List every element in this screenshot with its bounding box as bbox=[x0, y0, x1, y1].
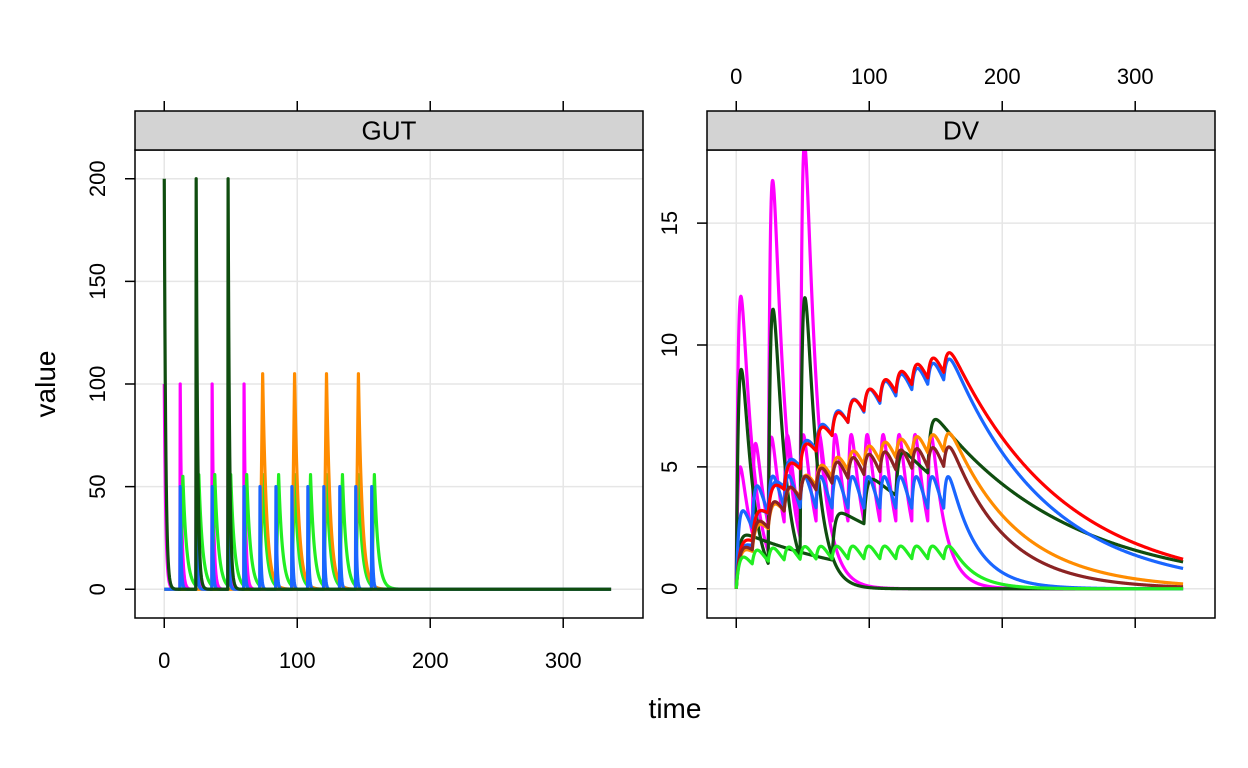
strip-label: GUT bbox=[362, 116, 417, 146]
strip-background bbox=[134, 110, 644, 151]
y-tick-label: 100 bbox=[85, 366, 110, 403]
x-axis-label: time bbox=[649, 693, 702, 724]
series-line bbox=[734, 544, 1185, 591]
y-tick-label: 200 bbox=[85, 160, 110, 197]
x-tick-label: 100 bbox=[851, 64, 888, 89]
x-tick-label: 200 bbox=[984, 64, 1021, 89]
y-axis-label: value bbox=[30, 351, 61, 418]
series-group bbox=[734, 150, 1185, 591]
y-tick-label: 150 bbox=[85, 263, 110, 300]
x-tick-label: 300 bbox=[1117, 64, 1154, 89]
series-line bbox=[734, 357, 1185, 589]
y-tick-label: 50 bbox=[85, 474, 110, 498]
x-tick-label: 0 bbox=[158, 648, 170, 673]
y-tick-label: 15 bbox=[657, 211, 682, 235]
series-line bbox=[734, 474, 1185, 591]
y-tick-label: 5 bbox=[657, 461, 682, 473]
panel-gut: GUT 0 100 200 300 0 50 100 150 200 bbox=[85, 101, 644, 673]
strip-label: DV bbox=[943, 116, 980, 146]
x-tick-label: 300 bbox=[545, 648, 582, 673]
series-line bbox=[162, 177, 613, 591]
series-group bbox=[162, 177, 613, 591]
series-line bbox=[734, 445, 1185, 589]
x-tick-label: 0 bbox=[730, 64, 742, 89]
y-tick-label: 0 bbox=[657, 583, 682, 595]
x-tick-label: 200 bbox=[412, 648, 449, 673]
y-tick-label: 0 bbox=[85, 583, 110, 595]
strip-background bbox=[706, 110, 1216, 151]
series-line bbox=[734, 417, 1185, 589]
series-line bbox=[734, 351, 1185, 589]
panel-dv: DV 0 100 200 300 0 5 10 15 bbox=[657, 64, 1216, 628]
y-tick-label: 10 bbox=[657, 333, 682, 357]
x-tick-label: 100 bbox=[279, 648, 316, 673]
